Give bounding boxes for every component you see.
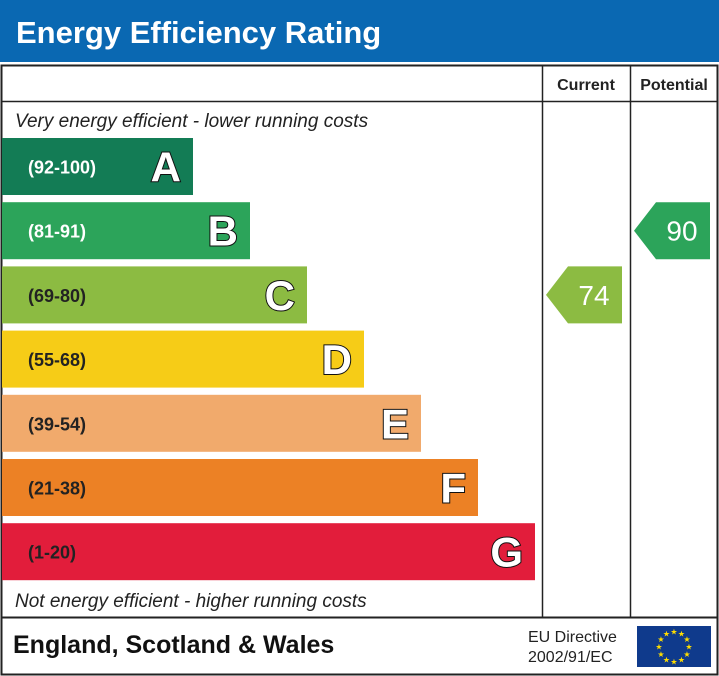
band-letter-b: B [208,208,238,255]
rating-bands: (92-100) A (81-91) B (69-80) C (55-68) D (39-54)… [2,138,535,581]
flag-star: ★ [685,643,692,652]
band-a [2,138,193,195]
frame [0,64,719,676]
band-b [2,202,250,260]
potential-header: Potential [640,77,708,94]
directive-line-1: EU Directive [528,629,617,646]
band-e [2,394,421,452]
flag-star: ★ [663,655,670,664]
current-arrow-shape [546,266,622,324]
flag-star: ★ [670,658,677,667]
band-range-a: (92-100) [28,158,96,178]
band-letter-e: E [381,400,409,447]
flag-star: ★ [683,635,690,644]
potential-arrow-shape [634,202,710,260]
potential-rating-value: 90 [666,216,697,247]
rating-arrows: 74 90 [546,202,710,324]
bottom-note: Not energy efficient - higher running co… [15,591,367,612]
band-range-c: (69-80) [28,286,86,306]
flag-star: ★ [657,635,664,644]
band-letter-g: G [490,529,523,576]
flag-star: ★ [683,650,690,659]
directive-line-2: 2002/91/EC [528,649,613,666]
current-rating-value: 74 [578,280,609,311]
current-rating-arrow: 74 [546,266,622,324]
chart-title: Energy Efficiency Rating [16,15,381,50]
band-range-b: (81-91) [28,222,86,242]
top-note: Very energy efficient - lower running co… [15,111,369,132]
title-bar [0,0,719,62]
band-range-g: (1-20) [28,543,76,563]
flag-star: ★ [655,643,662,652]
flag-star: ★ [678,655,685,664]
flag-star: ★ [657,650,664,659]
flag-star: ★ [678,630,685,639]
current-header: Current [557,77,615,94]
band-letter-f: F [440,465,466,512]
band-c [2,266,307,324]
flag-star: ★ [663,630,670,639]
band-d [2,330,364,388]
eu-flag-icon: ★ ★★★★★★★★★★★ [637,626,711,667]
band-g [2,523,535,581]
band-range-d: (55-68) [28,350,86,370]
band-range-e: (39-54) [28,414,86,434]
footer-region: England, Scotland & Wales [13,631,334,659]
band-range-f: (21-38) [28,479,86,499]
band-letter-c: C [265,272,295,319]
band-letter-d: D [322,336,352,383]
potential-rating-arrow: 90 [634,202,710,260]
band-letter-a: A [151,144,181,191]
band-f [2,459,478,516]
flag-star: ★ [670,628,677,637]
flag-background [637,626,711,667]
